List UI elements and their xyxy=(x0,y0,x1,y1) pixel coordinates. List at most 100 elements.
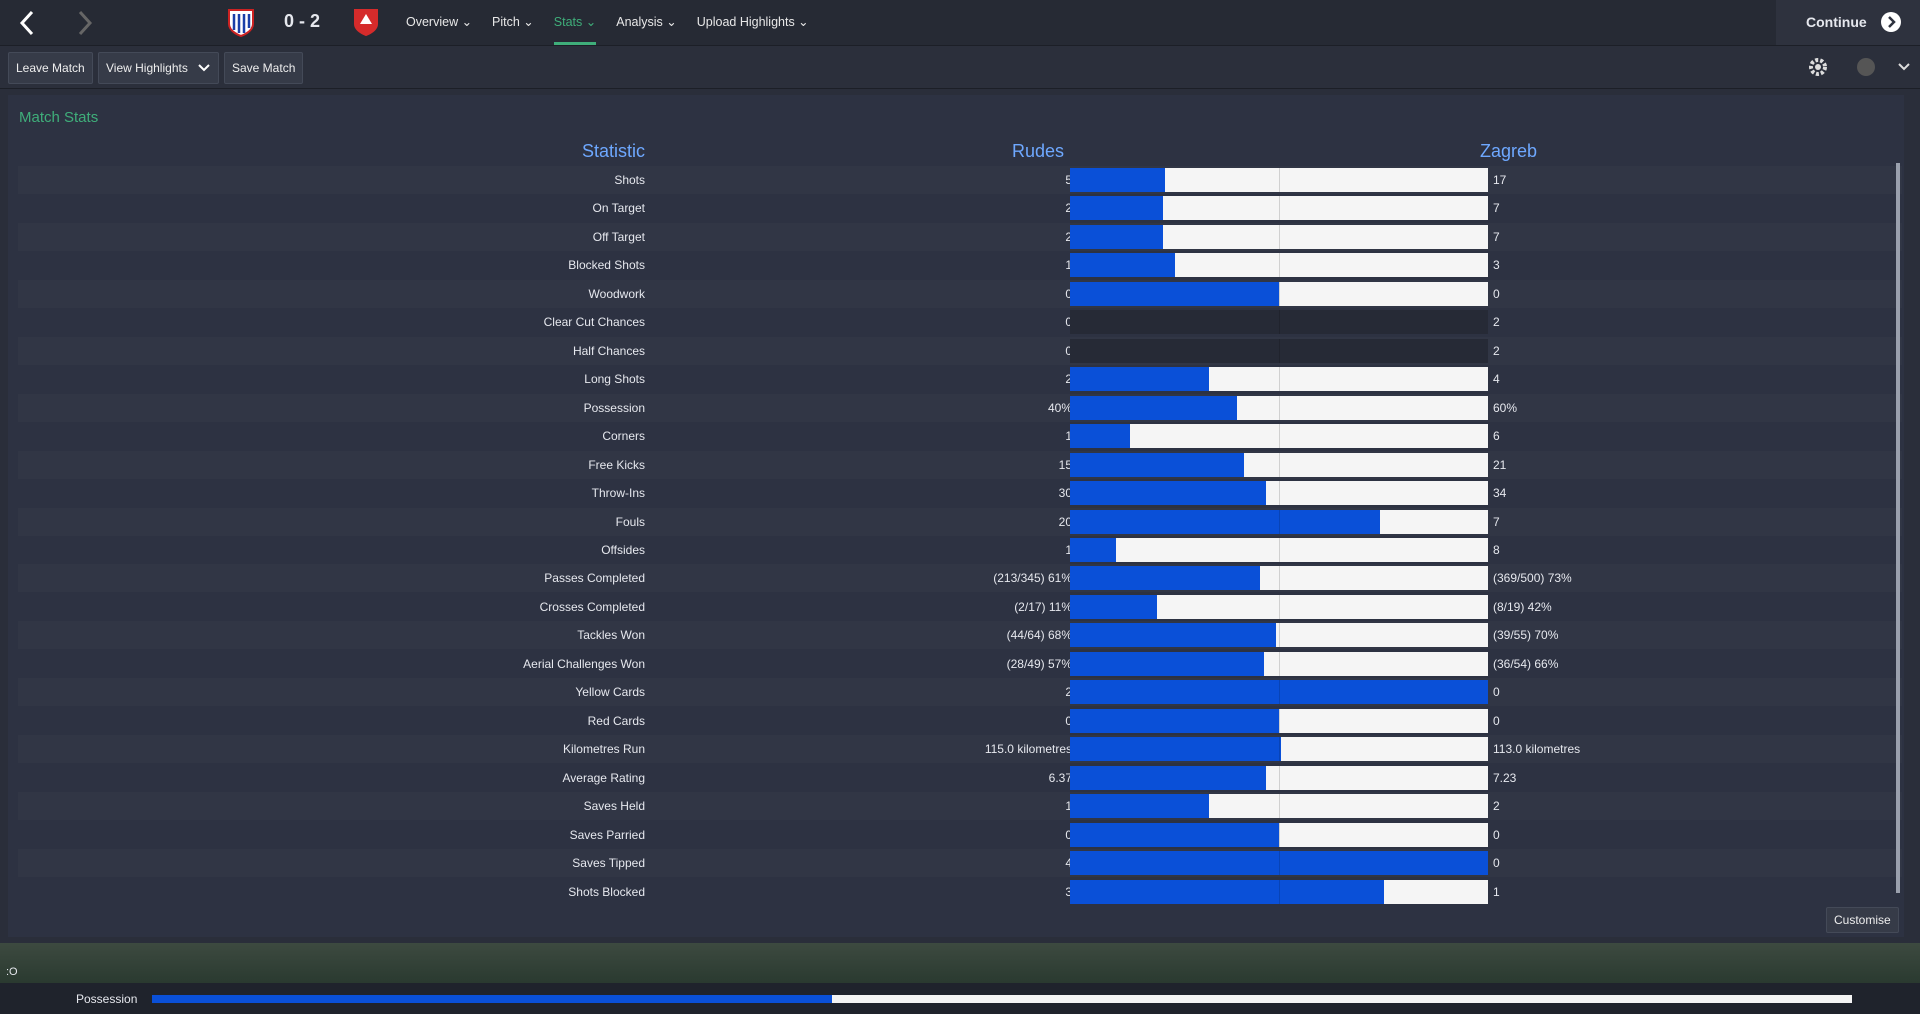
home-value: 115.0 kilometres xyxy=(984,742,1072,757)
home-value: 0 xyxy=(1065,713,1072,728)
home-value: (28/49) 57% xyxy=(1006,656,1072,671)
away-value: 0 xyxy=(1493,685,1500,700)
away-value: 7 xyxy=(1493,229,1500,244)
stat-label: Crosses Completed xyxy=(539,599,645,614)
away-value: 6 xyxy=(1493,429,1500,444)
save-match-button[interactable]: Save Match xyxy=(224,52,304,84)
home-value: 1 xyxy=(1065,429,1072,444)
leave-match-button[interactable]: Leave Match xyxy=(8,52,93,84)
home-bar xyxy=(1070,253,1175,278)
stat-bar xyxy=(1070,879,1488,904)
away-value: 1 xyxy=(1493,884,1500,899)
nav-tab[interactable]: Overview ⌄ xyxy=(406,15,473,29)
away-value: 0 xyxy=(1493,827,1500,842)
stat-bar xyxy=(1070,481,1488,506)
nav-tab[interactable]: Analysis ⌄ xyxy=(616,15,677,29)
home-value: 3 xyxy=(1065,884,1072,899)
stat-row: Tackles Won (44/64) 68% (39/55) 70% xyxy=(18,621,1902,649)
tool-icons[interactable] xyxy=(1804,54,1914,80)
nav-tab[interactable]: Upload Highlights ⌄ xyxy=(696,15,809,29)
away-value: 2 xyxy=(1493,315,1500,330)
stat-label: Long Shots xyxy=(584,372,645,387)
stat-row: Aerial Challenges Won (28/49) 57% (36/54) … xyxy=(18,650,1902,678)
stat-row: Clear Cut Chances 0 2 xyxy=(18,308,1902,336)
score: 0 - 2 xyxy=(284,11,321,31)
away-bar xyxy=(1237,395,1488,420)
away-value: 60% xyxy=(1493,400,1518,415)
home-value: 0 xyxy=(1065,315,1072,330)
stat-bar xyxy=(1070,765,1488,790)
stat-bar xyxy=(1070,395,1488,420)
home-bar xyxy=(1070,651,1264,676)
away-value: 2 xyxy=(1493,799,1500,814)
stat-label: Shots Blocked xyxy=(568,884,645,899)
bar-midline xyxy=(1279,822,1280,847)
home-value: 2 xyxy=(1065,201,1072,216)
bar-midline xyxy=(1279,452,1280,477)
bar-midline xyxy=(1279,708,1280,733)
stat-label: Blocked Shots xyxy=(568,258,645,273)
home-value: 2 xyxy=(1065,372,1072,387)
home-value: 30 xyxy=(1058,486,1072,501)
continue-button[interactable]: Continue xyxy=(1776,0,1920,45)
home-bar xyxy=(1070,168,1165,192)
stat-bar xyxy=(1070,310,1488,335)
bar-midline xyxy=(1279,310,1280,335)
toolbar: Leave Match View Highlights Save Match xyxy=(0,46,1920,89)
column-header: Statistic xyxy=(581,141,645,161)
away-bar xyxy=(1156,594,1488,619)
away-value: 7.23 xyxy=(1493,770,1517,785)
home-bar xyxy=(1070,481,1266,506)
stat-bar xyxy=(1070,537,1488,562)
customise-button[interactable]: Customise xyxy=(1826,907,1899,933)
stat-label: Free Kicks xyxy=(588,457,645,472)
stat-bar xyxy=(1070,851,1488,876)
away-bar xyxy=(1174,253,1488,278)
away-bar xyxy=(1162,196,1488,221)
stat-row: Yellow Cards 2 0 xyxy=(18,678,1902,706)
away-bar xyxy=(1116,537,1488,562)
stat-row: Shots 5 17 xyxy=(18,166,1902,194)
away-bar xyxy=(1162,224,1488,249)
dropdown-icon xyxy=(198,64,210,72)
away-bar xyxy=(1209,367,1488,392)
stat-label: Possession xyxy=(583,400,645,415)
bar-midline xyxy=(1279,765,1280,790)
away-bar xyxy=(1279,822,1488,847)
away-bar xyxy=(1129,424,1488,449)
away-value: 113.0 kilometres xyxy=(1493,742,1581,757)
away-value: 21 xyxy=(1493,457,1507,472)
stat-bar xyxy=(1070,594,1488,619)
stat-bar xyxy=(1070,509,1488,534)
stat-bar xyxy=(1070,424,1488,449)
stat-row: Half Chances 0 2 xyxy=(18,337,1902,365)
home-value: 0 xyxy=(1065,343,1072,358)
stat-label: Saves Tipped xyxy=(572,856,645,871)
away-value: 17 xyxy=(1493,173,1507,187)
stat-bar xyxy=(1070,196,1488,221)
stat-label: Shots xyxy=(614,173,645,187)
away-value: (8/19) 42% xyxy=(1493,599,1552,614)
stat-bar xyxy=(1070,566,1488,591)
home-value: 20 xyxy=(1058,514,1072,529)
nav-tab[interactable]: Stats ⌄ xyxy=(553,0,597,45)
home-bar xyxy=(1070,537,1117,562)
home-bar xyxy=(1070,851,1488,876)
stat-bar xyxy=(1070,708,1488,733)
nav-tab[interactable]: Pitch ⌄ xyxy=(492,15,534,29)
away-value: (369/500) 73% xyxy=(1493,571,1572,586)
home-value: 6.37 xyxy=(1048,770,1072,785)
stat-bar xyxy=(1070,623,1488,648)
away-bar xyxy=(1275,623,1488,648)
stat-label: Saves Parried xyxy=(569,827,645,842)
stat-row: Throw-Ins 30 34 xyxy=(18,479,1902,507)
view-highlights-button[interactable]: View Highlights xyxy=(98,52,219,84)
history-arrows xyxy=(19,10,93,36)
stat-label: Passes Completed xyxy=(544,571,645,586)
panel-title: Match Stats xyxy=(19,109,99,126)
scrollbar xyxy=(1896,163,1900,893)
stat-label: Aerial Challenges Won xyxy=(523,656,645,671)
stat-label: Yellow Cards xyxy=(575,685,645,700)
stat-bar xyxy=(1070,680,1488,705)
stat-row: Fouls 20 7 xyxy=(18,508,1902,536)
